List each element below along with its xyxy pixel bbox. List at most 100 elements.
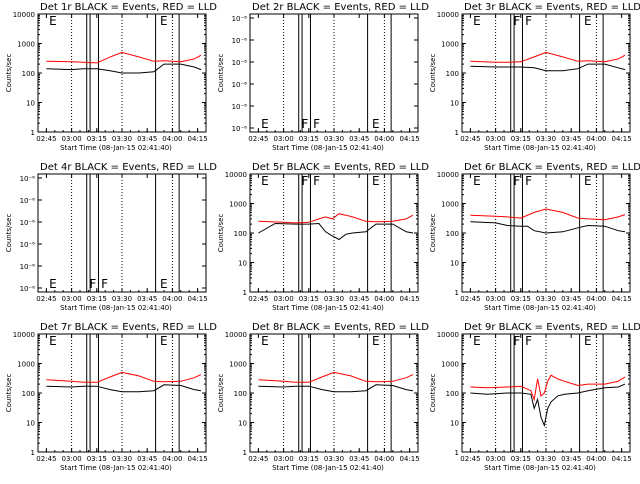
flag-letter: F bbox=[525, 334, 532, 348]
flag-letter: E bbox=[584, 334, 592, 348]
series-lld-line bbox=[258, 213, 414, 224]
flag-letter: E bbox=[473, 174, 481, 188]
x-tick-label: 03:15 bbox=[87, 455, 107, 463]
x-tick-label: 03:45 bbox=[137, 295, 157, 303]
series-events-line bbox=[470, 221, 626, 234]
flag-letter: E bbox=[49, 334, 57, 348]
y-tick-label: 1000 bbox=[17, 41, 35, 49]
y-tick-label: 10000 bbox=[225, 331, 247, 339]
flag-letter: E bbox=[49, 277, 57, 291]
y-axis-label: Counts/sec bbox=[217, 214, 225, 253]
y-tick-label: 1 bbox=[31, 449, 35, 457]
y-tick-label: 100 bbox=[446, 390, 459, 398]
y-tick-label: 1 bbox=[455, 129, 459, 137]
plot-frame bbox=[461, 333, 631, 453]
x-axis-label: Start Time (08-Jan-15 02:41:40) bbox=[60, 144, 172, 152]
flag-letter: E bbox=[473, 14, 481, 28]
panel-title: Det 4r BLACK = Events, RED = LLD bbox=[40, 162, 217, 173]
x-tick-label: 03:45 bbox=[561, 455, 581, 463]
x-tick-label: 02:45 bbox=[36, 295, 56, 303]
plot-frame bbox=[249, 173, 419, 293]
y-axis-label: Counts/sec bbox=[429, 374, 437, 413]
x-tick-label: 03:30 bbox=[112, 135, 132, 143]
panel-det-1r: Det 1r BLACK = Events, RED = LLD Counts/s… bbox=[5, 2, 217, 152]
x-axis-label: Start Time (08-Jan-15 02:41:40) bbox=[484, 144, 596, 152]
x-tick-label: 04:00 bbox=[586, 455, 606, 463]
x-tick-label: 04:00 bbox=[374, 295, 394, 303]
flag-letter: F bbox=[513, 14, 520, 28]
flag-letter: E bbox=[372, 174, 380, 188]
flag-letter: F bbox=[313, 174, 320, 188]
flag-letter: E bbox=[160, 277, 168, 291]
x-tick-label: 02:45 bbox=[460, 295, 480, 303]
x-tick-label: 03:45 bbox=[137, 455, 157, 463]
y-tick-label: 10000 bbox=[225, 171, 247, 179]
x-axis-label: Start Time (08-Jan-15 02:41:40) bbox=[484, 304, 596, 312]
x-tick-label: 03:00 bbox=[486, 135, 506, 143]
x-tick-label: 03:45 bbox=[561, 135, 581, 143]
flag-letter: E bbox=[160, 334, 168, 348]
series-events-line bbox=[258, 384, 414, 393]
y-tick-label: 10⁻⁶ bbox=[20, 175, 36, 183]
y-tick-label: 10 bbox=[26, 100, 35, 108]
x-axis-label: Start Time (08-Jan-15 02:41:40) bbox=[60, 304, 172, 312]
plot-frame bbox=[249, 333, 419, 453]
flag-letter: F bbox=[101, 277, 108, 291]
x-tick-label: 03:30 bbox=[324, 135, 344, 143]
x-tick-label: 04:15 bbox=[188, 455, 208, 463]
y-tick-label: 10⁻⁶ bbox=[232, 81, 248, 89]
y-tick-label: 1 bbox=[455, 289, 459, 297]
series-lld-line bbox=[470, 208, 626, 221]
y-tick-label: 10 bbox=[26, 420, 35, 428]
y-tick-label: 10000 bbox=[13, 11, 35, 19]
plot-frame bbox=[461, 13, 631, 133]
x-tick-label: 02:45 bbox=[460, 135, 480, 143]
x-tick-label: 03:00 bbox=[62, 295, 82, 303]
x-tick-label: 04:00 bbox=[162, 135, 182, 143]
y-tick-label: 1 bbox=[243, 289, 247, 297]
x-tick-label: 02:45 bbox=[248, 295, 268, 303]
y-tick-label: 10000 bbox=[437, 11, 459, 19]
x-tick-label: 03:30 bbox=[536, 295, 556, 303]
x-tick-label: 03:15 bbox=[87, 135, 107, 143]
series-events-line bbox=[470, 63, 626, 72]
y-tick-label: 10 bbox=[450, 260, 459, 268]
x-tick-label: 03:15 bbox=[299, 135, 319, 143]
y-tick-label: 10⁻⁶ bbox=[232, 15, 248, 23]
panel-title: Det 5r BLACK = Events, RED = LLD bbox=[252, 162, 429, 173]
series-events-line bbox=[46, 384, 202, 393]
x-tick-label: 03:45 bbox=[349, 295, 369, 303]
series-events-line bbox=[470, 383, 626, 428]
x-tick-label: 03:15 bbox=[87, 295, 107, 303]
flag-letter: F bbox=[301, 174, 308, 188]
x-tick-label: 03:30 bbox=[324, 455, 344, 463]
y-tick-label: 10⁻⁶ bbox=[20, 285, 36, 293]
x-axis-label: Start Time (08-Jan-15 02:41:40) bbox=[60, 464, 172, 472]
panel-title: Det 3r BLACK = Events, RED = LLD bbox=[464, 2, 640, 13]
plot-frame bbox=[249, 13, 419, 133]
x-tick-label: 03:30 bbox=[536, 455, 556, 463]
x-tick-label: 04:15 bbox=[612, 295, 632, 303]
flag-letter: E bbox=[261, 334, 269, 348]
flag-letter: F bbox=[313, 117, 320, 131]
flag-letter: E bbox=[261, 174, 269, 188]
flag-letter: E bbox=[473, 334, 481, 348]
x-tick-label: 03:15 bbox=[511, 455, 531, 463]
flag-letter: E bbox=[261, 117, 269, 131]
y-tick-label: 10 bbox=[238, 420, 247, 428]
plot-frame bbox=[37, 333, 207, 453]
y-tick-label: 10⁻⁶ bbox=[232, 37, 248, 45]
x-tick-label: 04:15 bbox=[400, 455, 420, 463]
y-tick-label: 10⁻⁶ bbox=[20, 263, 36, 271]
x-axis-label: Start Time (08-Jan-15 02:41:40) bbox=[272, 144, 384, 152]
series-lld-line bbox=[46, 51, 202, 64]
x-tick-label: 04:15 bbox=[188, 135, 208, 143]
y-axis-label: Counts/sec bbox=[5, 54, 13, 93]
y-tick-label: 100 bbox=[234, 230, 247, 238]
y-tick-label: 10⁻⁶ bbox=[20, 241, 36, 249]
x-tick-label: 03:15 bbox=[299, 295, 319, 303]
panel-title: Det 2r BLACK = Events, RED = LLD bbox=[252, 2, 429, 13]
x-axis-label: Start Time (08-Jan-15 02:41:40) bbox=[272, 464, 384, 472]
